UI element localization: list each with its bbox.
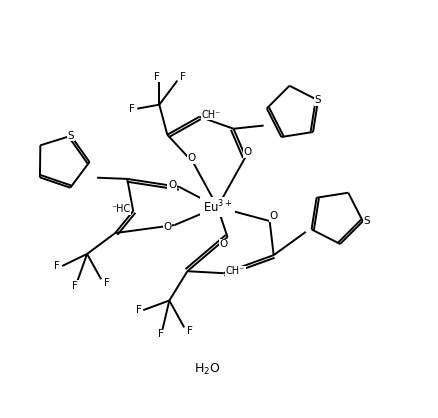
Text: S: S xyxy=(363,216,369,226)
Text: O: O xyxy=(163,222,171,232)
Text: F: F xyxy=(54,261,60,271)
Text: S: S xyxy=(314,95,321,105)
Text: F: F xyxy=(187,326,193,336)
Text: H$_2$O: H$_2$O xyxy=(194,362,220,377)
Text: F: F xyxy=(180,71,186,82)
Text: O: O xyxy=(168,180,176,190)
Text: F: F xyxy=(154,71,160,82)
Text: O: O xyxy=(269,211,277,221)
Text: F: F xyxy=(157,329,163,339)
Text: Eu$^{3+}$: Eu$^{3+}$ xyxy=(202,199,232,215)
Text: O: O xyxy=(187,153,195,163)
Text: O: O xyxy=(219,240,227,249)
Text: ⁻HC: ⁻HC xyxy=(111,204,131,214)
Text: F: F xyxy=(104,278,110,288)
Text: CH⁻: CH⁻ xyxy=(201,110,221,120)
Text: O: O xyxy=(243,147,251,157)
Text: F: F xyxy=(129,104,135,114)
Text: S: S xyxy=(67,131,74,141)
Text: F: F xyxy=(72,281,78,291)
Text: CH⁻: CH⁻ xyxy=(226,266,244,276)
Text: F: F xyxy=(135,305,141,315)
